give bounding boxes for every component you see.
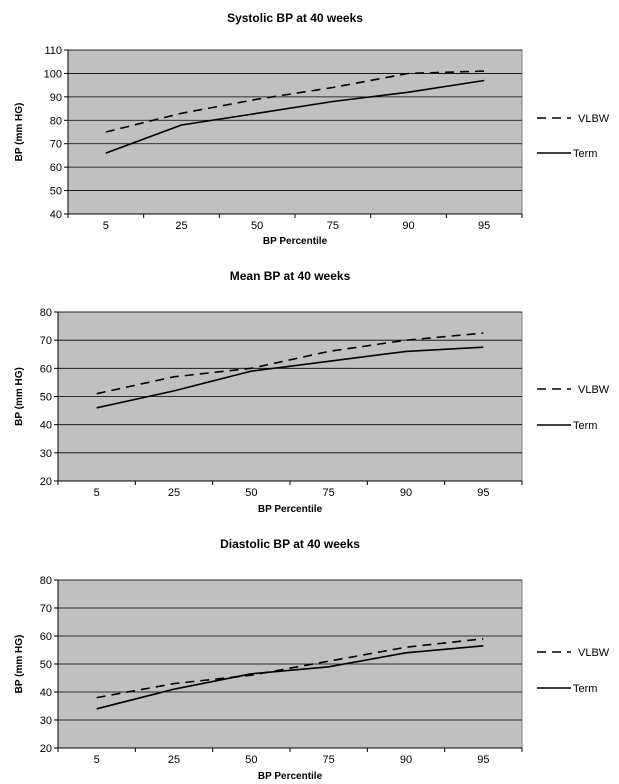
y-tick-label: 30 xyxy=(40,448,52,460)
series-line-term xyxy=(96,346,484,409)
x-tick-label: 75 xyxy=(327,220,339,232)
series-line-term xyxy=(96,645,484,710)
y-axis-title: BP (mm HG) xyxy=(14,103,25,162)
series-line-vlbw xyxy=(105,70,485,133)
chart-0: Systolic BP at 40 weeks 40 50 60 70 80 90 100 11… xyxy=(14,11,610,247)
x-axis-title: BP Percentile xyxy=(263,236,328,247)
chart-title: Diastolic BP at 40 weeks xyxy=(220,537,360,551)
x-tick-label: 5 xyxy=(94,754,100,766)
y-tick-label: 40 xyxy=(40,420,52,432)
y-tick-label: 20 xyxy=(40,743,52,755)
legend-label-vlbw: VLBW xyxy=(578,113,610,125)
y-tick-label: 60 xyxy=(40,631,52,643)
y-tick-label: 30 xyxy=(40,715,52,727)
x-axis-title: BP Percentile xyxy=(258,771,323,782)
x-tick-label: 90 xyxy=(400,487,412,499)
x-tick-label: 75 xyxy=(323,487,335,499)
y-tick-label: 50 xyxy=(50,186,62,198)
legend-label-vlbw: VLBW xyxy=(578,647,610,659)
legend-label-term: Term xyxy=(573,420,597,432)
y-tick-label: 80 xyxy=(50,115,62,127)
series-line-vlbw xyxy=(96,638,484,699)
y-tick-label: 20 xyxy=(40,476,52,488)
x-tick-label: 75 xyxy=(323,754,335,766)
series-line-term xyxy=(105,79,485,154)
x-tick-label: 95 xyxy=(477,487,489,499)
y-tick-label: 60 xyxy=(40,363,52,375)
chart-title: Mean BP at 40 weeks xyxy=(230,269,351,283)
x-tick-label: 90 xyxy=(400,754,412,766)
x-tick-label: 50 xyxy=(245,487,257,499)
y-tick-label: 40 xyxy=(50,209,62,221)
y-tick-label: 90 xyxy=(50,92,62,104)
x-tick-label: 5 xyxy=(103,220,109,232)
y-axis-title: BP (mm HG) xyxy=(14,367,25,426)
y-tick-label: 70 xyxy=(50,139,62,151)
x-tick-label: 25 xyxy=(168,487,180,499)
y-tick-label: 80 xyxy=(40,307,52,319)
x-tick-label: 25 xyxy=(168,754,180,766)
chart-title: Systolic BP at 40 weeks xyxy=(227,11,363,25)
y-tick-label: 80 xyxy=(40,575,52,587)
x-tick-label: 50 xyxy=(251,220,263,232)
y-tick-label: 50 xyxy=(40,392,52,404)
y-tick-label: 40 xyxy=(40,687,52,699)
y-tick-label: 60 xyxy=(50,162,62,174)
x-tick-label: 95 xyxy=(477,754,489,766)
chart-2: Diastolic BP at 40 weeks 20 30 40 50 60 70 80 5 2… xyxy=(14,537,610,782)
y-tick-label: 70 xyxy=(40,335,52,347)
y-tick-label: 50 xyxy=(40,659,52,671)
x-tick-label: 95 xyxy=(478,220,490,232)
series-line-vlbw xyxy=(96,332,484,395)
y-axis-title: BP (mm HG) xyxy=(14,635,25,694)
legend-label-term: Term xyxy=(573,148,597,160)
x-axis-title: BP Percentile xyxy=(258,504,323,515)
x-tick-label: 5 xyxy=(94,487,100,499)
x-tick-label: 90 xyxy=(402,220,414,232)
legend-label-vlbw: VLBW xyxy=(578,384,610,396)
y-tick-label: 110 xyxy=(44,45,62,57)
x-tick-label: 25 xyxy=(175,220,187,232)
x-tick-label: 50 xyxy=(245,754,257,766)
y-tick-label: 100 xyxy=(44,68,62,80)
chart-1: Mean BP at 40 weeks 20 30 40 50 60 70 80 5 25 50 75… xyxy=(14,269,610,515)
y-tick-label: 70 xyxy=(40,603,52,615)
legend-label-term: Term xyxy=(573,683,597,695)
plot-area xyxy=(67,49,523,215)
